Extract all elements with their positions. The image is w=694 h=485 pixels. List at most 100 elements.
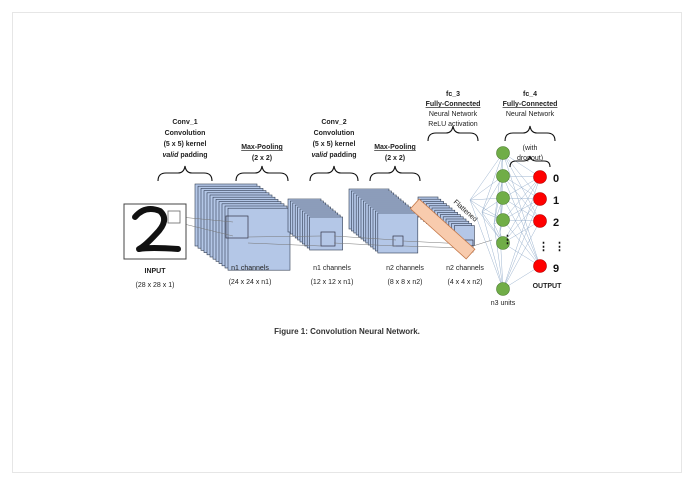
pool2-header: Max-Pooling (2 x 2) <box>374 144 416 162</box>
conv2-channels: n2 channels <box>386 265 424 272</box>
input-image <box>123 203 187 260</box>
conv2-stack-map <box>377 212 419 254</box>
fc3-to-fc4-line <box>502 152 541 200</box>
fc-ellipsis: ⋮ <box>502 234 513 246</box>
conv1-name: Conv_1 <box>172 119 197 126</box>
pool2-name: Max-Pooling <box>374 144 416 151</box>
fc3-node <box>496 236 510 250</box>
pool1-name: Max-Pooling <box>241 144 283 151</box>
fc3-node <box>496 146 510 160</box>
fc3-node <box>496 282 510 296</box>
fc3-type: Fully-Connected <box>426 101 481 108</box>
flatten-to-fc3-line <box>493 223 504 290</box>
fc3-desc2: ReLU activation <box>428 121 478 128</box>
flatten-to-fc3-line <box>469 199 504 244</box>
pool1-stack-window <box>320 231 336 247</box>
fc3-to-fc4-line <box>502 198 541 244</box>
output-label-9: 9 <box>553 263 559 275</box>
output-label-0: 0 <box>553 173 559 185</box>
conv1-type: Convolution <box>165 130 206 137</box>
projection-line <box>247 242 322 247</box>
projection-line <box>333 235 397 241</box>
fc3-to-fc4-line <box>502 219 541 267</box>
projection-line <box>179 216 234 223</box>
fc3-node <box>496 213 510 227</box>
output-label-dots: ⋮ <box>554 241 565 253</box>
input-title: INPUT <box>145 268 167 275</box>
fc4-dropout1: (with <box>523 145 538 152</box>
pool2-channels: n2 channels <box>446 265 484 272</box>
projection-line <box>472 239 493 247</box>
fc3-to-fc4-line <box>502 152 541 178</box>
conv1-stack-window <box>225 215 249 239</box>
fc3-to-fc4-line <box>502 176 541 290</box>
output-node <box>533 259 547 273</box>
projection-line <box>333 242 397 247</box>
flatten-to-fc3-line <box>493 152 504 225</box>
flatten-to-fc3-line <box>469 152 504 201</box>
projection-line <box>179 222 234 237</box>
figure-caption: Figure 1: Convolution Neural Network. <box>274 327 420 336</box>
conv2-dims: (8 x 8 x n2) <box>387 279 422 286</box>
output-labels: 0 1 2 ⋮ 9 <box>553 173 565 275</box>
input-dims: (28 x 28 x 1) <box>136 282 175 289</box>
projection-line <box>247 235 322 238</box>
fc3-node <box>496 169 510 183</box>
output-label-1: 1 <box>553 195 559 207</box>
fc3-header: fc_3 Fully-Connected Neural Network ReLU… <box>426 91 481 128</box>
flatten-to-fc3-line <box>469 199 504 290</box>
fc4-header: fc_4 Fully-Connected Neural Network (wit… <box>503 91 558 162</box>
fc3-name: fc_3 <box>446 91 460 98</box>
output-node <box>533 192 547 206</box>
pool1-header: Max-Pooling (2 x 2) <box>241 144 283 162</box>
fc4-desc1: Neural Network <box>506 111 555 118</box>
fc4-name: fc_4 <box>523 91 537 98</box>
fc3-to-fc4-line <box>502 198 541 290</box>
flatten-to-fc3-line <box>481 211 504 290</box>
fc3-to-fc4-line <box>502 265 541 290</box>
conv2-stack <box>348 188 419 254</box>
conv1-kernel: (5 x 5) kernel <box>164 141 207 148</box>
flatten-to-fc3-line <box>469 175 504 201</box>
fc3-node <box>496 191 510 205</box>
conv1-padding: valid padding <box>162 152 207 159</box>
fc4-dropout2: dropout) <box>517 155 543 162</box>
pool1-size: (2 x 2) <box>252 155 272 162</box>
conv2-kernel: (5 x 5) kernel <box>313 141 356 148</box>
conv2-name: Conv_2 <box>321 119 346 126</box>
digit-two-handwritten <box>132 206 181 252</box>
pool2-dims: (4 x 4 x n2) <box>447 279 482 286</box>
conv2-header: Conv_2 Convolution (5 x 5) kernel valid … <box>311 119 356 159</box>
pool2-size: (2 x 2) <box>385 155 405 162</box>
output-title: OUTPUT <box>533 283 563 290</box>
conv1-dims: (24 x 24 x n1) <box>229 279 272 286</box>
fc4-type: Fully-Connected <box>503 101 558 108</box>
conv1-stack-map <box>227 207 291 271</box>
figure-frame <box>12 12 682 473</box>
pool1-channels: n1 channels <box>313 265 351 272</box>
fc3-to-fc4-line <box>502 176 541 199</box>
conv2-padding: valid padding <box>311 152 356 159</box>
pool1-stack <box>287 198 343 251</box>
conv1-header: Conv_1 Convolution (5 x 5) kernel valid … <box>162 119 207 159</box>
fc3-to-fc4-line <box>502 220 541 244</box>
pool1-dims: (12 x 12 x n1) <box>311 279 354 286</box>
conv2-type: Convolution <box>314 130 355 137</box>
layer-braces <box>157 125 556 182</box>
conv1-stack <box>194 183 291 271</box>
fc3-desc1: Neural Network <box>429 111 478 118</box>
fc3-to-fc4-line <box>502 176 541 244</box>
fc3-to-fc4-line <box>502 220 541 290</box>
output-node <box>533 214 547 228</box>
conv1-channels: n1 channels <box>231 265 269 272</box>
fc3-to-fc4-line <box>502 176 541 221</box>
output-label-2: 2 <box>553 217 559 229</box>
pool1-stack-map <box>309 216 343 251</box>
flatten-to-fc3-line <box>481 152 504 213</box>
fc3-units: n3 units <box>491 300 516 307</box>
output-node-ellipsis: ⋮ <box>538 241 549 253</box>
fc3-to-fc4-line <box>502 152 541 222</box>
bottom-labels: INPUT (28 x 28 x 1) n1 channels (24 x 24… <box>136 265 563 307</box>
output-node <box>533 170 547 184</box>
